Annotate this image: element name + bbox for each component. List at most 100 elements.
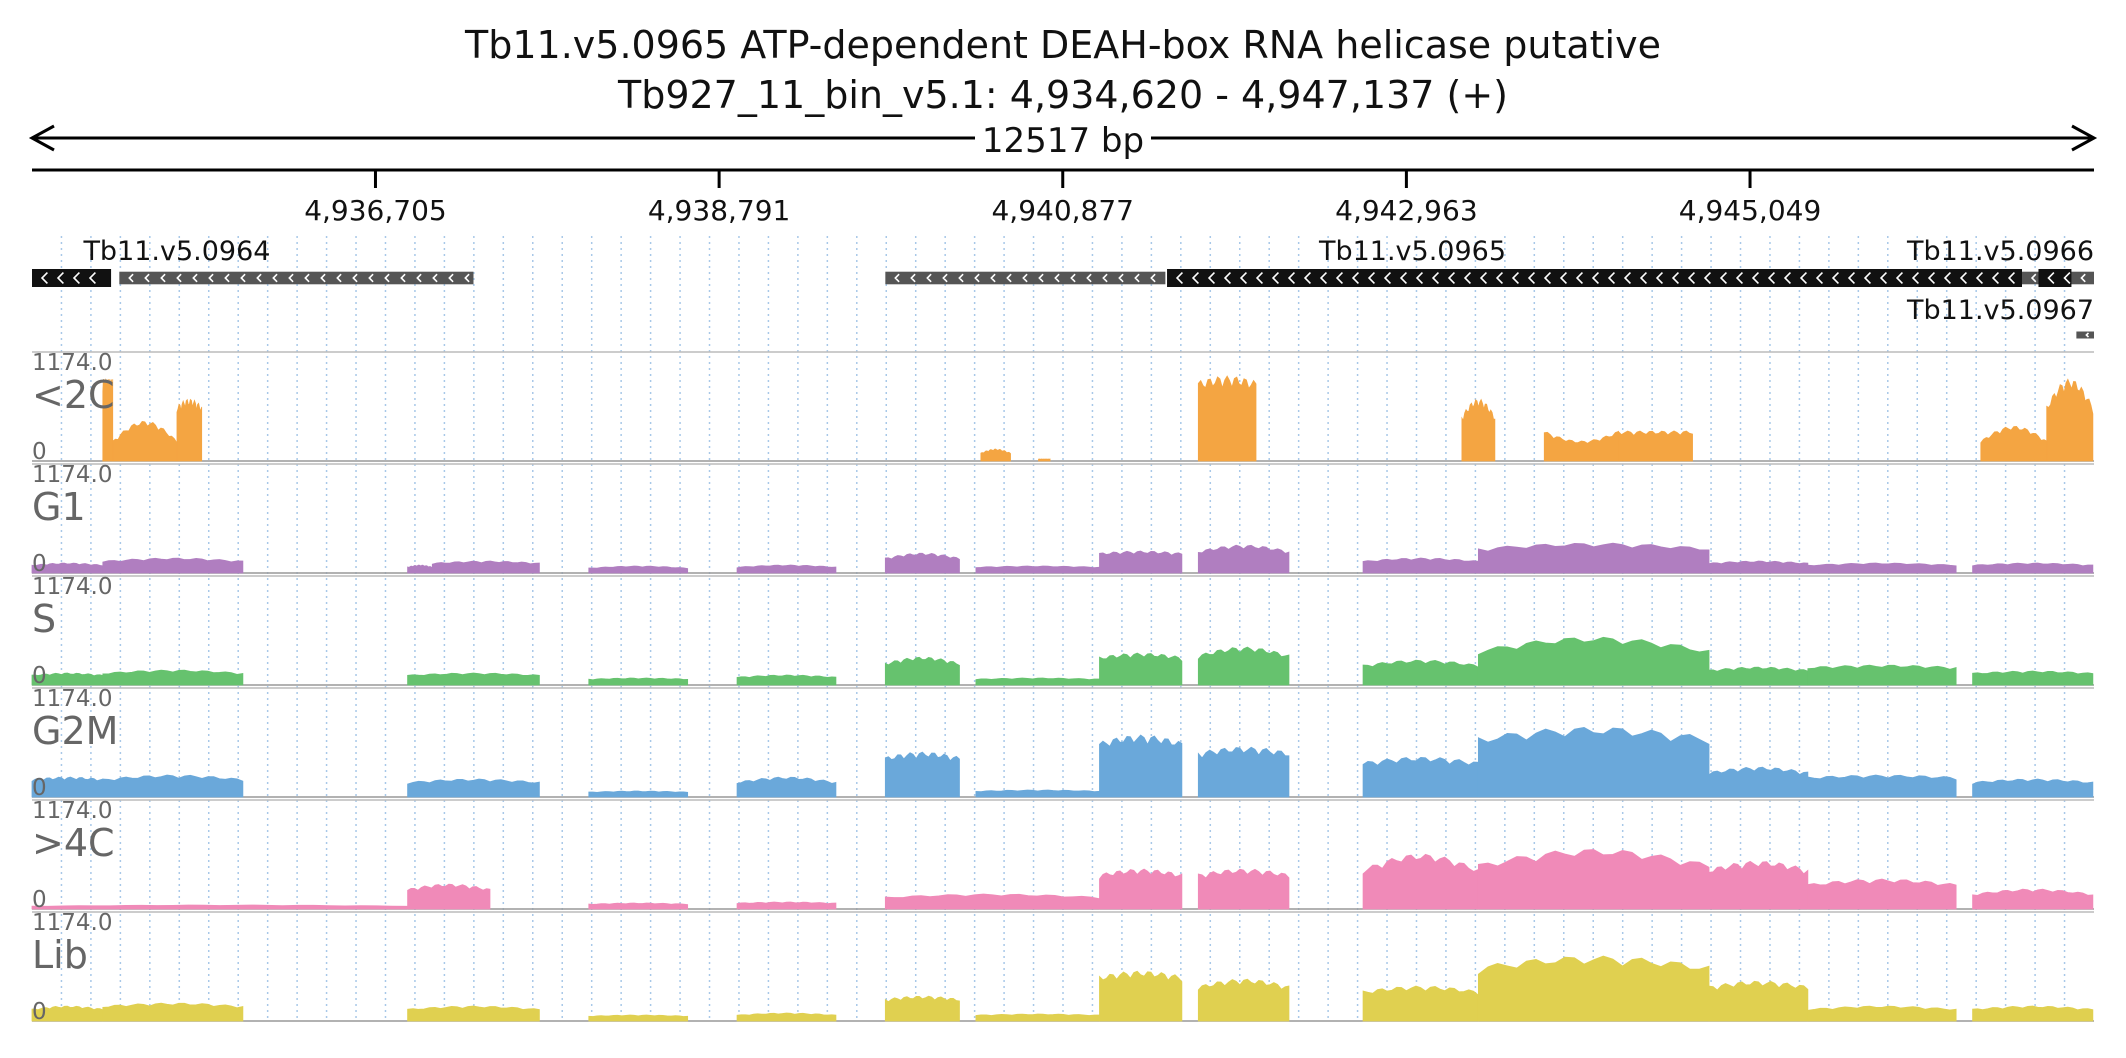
coverage-area: [102, 1002, 244, 1022]
track-ymax-label: 1174.0: [32, 350, 112, 376]
track-0: 1174.0 0 <2C: [32, 350, 2094, 465]
coverage-area: [31, 776, 104, 798]
strand-chevrons: [2080, 273, 2086, 283]
coverage-area: [1807, 774, 1957, 798]
strand-chevrons: [1175, 272, 2015, 284]
track-ymax-label: 1174.0: [32, 798, 112, 824]
coverage-area: [588, 902, 689, 910]
coverage-area: [975, 1013, 1100, 1022]
coverage-area: [1099, 868, 1183, 910]
coverage-area: [102, 774, 244, 798]
coverage-area: [736, 674, 837, 686]
gene-utr-block: [2076, 331, 2094, 339]
coverage-area: [1972, 1005, 2094, 1022]
gene-Tb11-v5-0967: Tb11.v5.0967: [1906, 295, 2094, 339]
coverage-area: [1972, 562, 2094, 574]
coverage-area: [980, 448, 1011, 462]
gene-label: Tb11.v5.0966: [1906, 236, 2094, 267]
coverage-area: [1972, 888, 2094, 910]
coverage-area: [736, 564, 837, 574]
coverage-area: [975, 789, 1100, 798]
track-ymax-label: 1174.0: [32, 686, 112, 712]
track-ymin-label: 0: [32, 663, 47, 689]
coverage-area: [407, 672, 540, 686]
track-series-name: G2M: [32, 709, 118, 753]
coverage-area: [1197, 544, 1290, 574]
coverage-area: [1362, 756, 1479, 798]
coverage-area: [1197, 868, 1290, 910]
strand-chevrons: [40, 272, 96, 284]
coverage-area: [2046, 378, 2094, 462]
ruler-tick-label: 4,938,791: [648, 194, 791, 227]
chart-subtitle-locus: Tb927_11_bin_v5.1: 4,934,620 - 4,947,137…: [617, 73, 1508, 117]
gene-Tb11-v5-0966: Tb11.v5.0966: [1906, 236, 2094, 287]
track-ymin-label: 0: [32, 775, 47, 801]
coverage-area: [1807, 878, 1957, 910]
coverage-area: [736, 1012, 837, 1022]
coverage-area: [1197, 746, 1290, 798]
gene-utr-block: [119, 271, 474, 285]
gene-cds-block: [1167, 269, 2023, 287]
track-ymin-label: 0: [32, 551, 47, 577]
strand-chevrons: [894, 273, 1156, 283]
track-series-name: Lib: [32, 933, 88, 977]
coverage-area: [1477, 849, 1710, 910]
coverage-area: [1708, 860, 1809, 910]
track-series-name: >4C: [32, 821, 115, 865]
gene-Tb11-v5-0964: Tb11.v5.0964: [32, 236, 474, 287]
coverage-area: [1197, 978, 1290, 1022]
gene-utr-block: [885, 271, 1166, 285]
coverage-area: [31, 672, 104, 686]
coverage-area: [1038, 458, 1051, 462]
coverage-area: [1708, 766, 1809, 798]
coverage-area: [884, 751, 960, 798]
gene-cds-block: [2038, 269, 2072, 287]
coverage-area: [102, 557, 244, 574]
coverage-area: [407, 778, 540, 798]
ruler-tick-label: 4,936,705: [304, 194, 447, 227]
gene-utr-block: [2071, 271, 2094, 285]
coverage-area: [102, 669, 244, 686]
coverage-area: [884, 893, 1100, 910]
coverage-area: [1099, 734, 1183, 798]
track-1: 1174.0 0 G1: [31, 462, 2094, 577]
gene-Tb11-v5-0965: Tb11.v5.0965: [885, 236, 2072, 287]
chart-title-gene: Tb11.v5.0965 ATP-dependent DEAH-box RNA …: [464, 23, 1661, 67]
coordinate-ruler: 4,936,705 4,938,791 4,940,877 4,942,963 4,94…: [32, 168, 2094, 227]
gene-label: Tb11.v5.0965: [1318, 236, 1506, 267]
coverage-area: [1708, 560, 1809, 574]
gene-annotation-track: Tb11.v5.0964 Tb11.v5.0965 Tb11.v5.0966 Tb11…: [32, 236, 2094, 339]
coverage-area: [407, 883, 491, 910]
coverage-area: [31, 562, 104, 574]
coverage-area: [975, 677, 1100, 686]
coverage-area: [431, 560, 540, 574]
coverage-area: [1477, 636, 1710, 686]
ruler-tick-label: 4,942,963: [1335, 194, 1478, 227]
coverage-area: [176, 398, 203, 462]
coverage-area: [102, 378, 114, 462]
strand-chevrons: [128, 273, 470, 283]
coverage-area: [31, 904, 408, 910]
coverage-area: [1543, 430, 1619, 462]
track-3: 1174.0 0 G2M: [31, 686, 2094, 801]
coverage-area: [1461, 398, 1496, 462]
coverage-area: [1099, 652, 1183, 686]
track-4: 1174.0 0 >4C: [31, 798, 2094, 913]
coverage-area: [588, 1014, 689, 1022]
track-series-name: S: [32, 597, 56, 641]
span-arrow-right: [2071, 124, 2098, 152]
coverage-area: [1972, 670, 2094, 686]
track-ymin-label: 0: [32, 887, 47, 913]
coverage-area: [1807, 562, 1957, 574]
strand-chevrons: [2085, 332, 2090, 338]
coverage-area: [1362, 985, 1479, 1022]
track-ymax-label: 1174.0: [32, 574, 112, 600]
coverage-area: [736, 776, 837, 798]
gene-label: Tb11.v5.0964: [82, 236, 270, 267]
track-series-name: <2C: [32, 373, 115, 417]
track-5: 1174.0 0 Lib: [31, 910, 2094, 1025]
coverage-area: [1618, 430, 1693, 462]
coverage-area: [884, 995, 960, 1022]
coverage-area: [407, 1005, 540, 1022]
coverage-area: [1362, 659, 1479, 686]
